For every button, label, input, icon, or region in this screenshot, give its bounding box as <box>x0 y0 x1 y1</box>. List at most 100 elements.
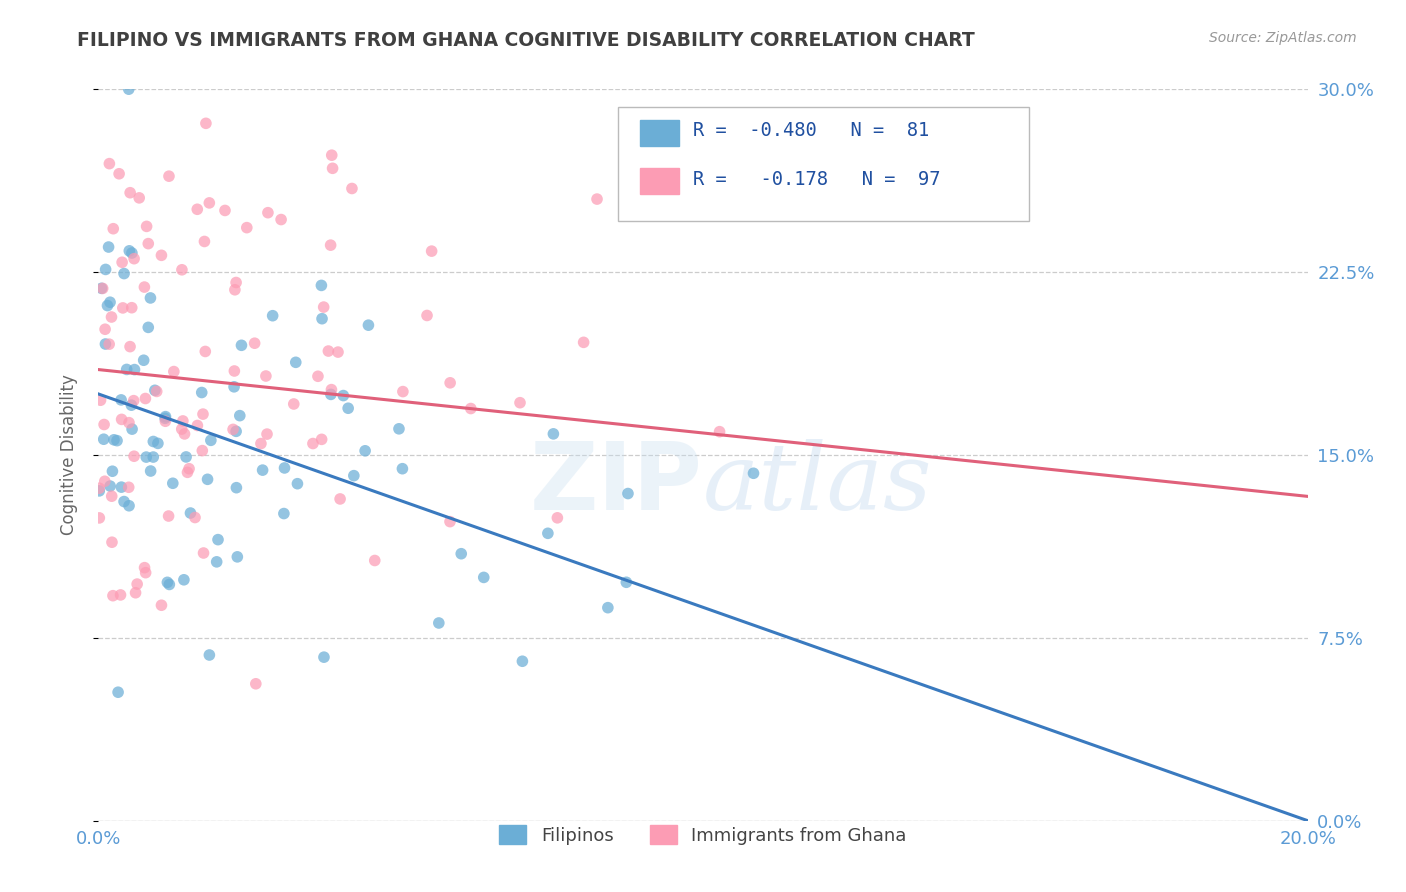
Immigrants from Ghana <box>122 252 145 266</box>
Immigrants from Ghana <box>245 677 267 691</box>
Filipinos <box>89 483 111 498</box>
Immigrants from Ghana <box>120 340 142 354</box>
Immigrants from Ghana <box>98 337 121 351</box>
Immigrants from Ghana <box>98 156 121 170</box>
Filipinos <box>226 549 249 564</box>
Immigrants from Ghana <box>460 401 482 416</box>
Filipinos <box>262 309 284 323</box>
Filipinos <box>207 533 229 547</box>
Immigrants from Ghana <box>392 384 415 399</box>
Immigrants from Ghana <box>186 418 208 433</box>
Immigrants from Ghana <box>198 195 221 210</box>
Filipinos <box>146 436 169 450</box>
Filipinos <box>93 432 115 446</box>
Immigrants from Ghana <box>100 489 122 503</box>
Immigrants from Ghana <box>89 511 111 525</box>
Filipinos <box>156 575 179 590</box>
Filipinos <box>142 450 165 464</box>
Immigrants from Ghana <box>191 443 214 458</box>
Filipinos <box>284 355 307 369</box>
Immigrants from Ghana <box>136 236 159 251</box>
Immigrants from Ghana <box>250 436 273 450</box>
Immigrants from Ghana <box>134 392 156 406</box>
Filipinos <box>225 425 247 439</box>
Filipinos <box>450 547 472 561</box>
Filipinos <box>231 338 253 352</box>
Filipinos <box>174 450 197 464</box>
Immigrants from Ghana <box>224 364 246 378</box>
Immigrants from Ghana <box>257 205 280 219</box>
Immigrants from Ghana <box>108 167 131 181</box>
Filipinos <box>157 577 180 591</box>
Immigrants from Ghana <box>318 344 340 359</box>
Immigrants from Ghana <box>709 425 731 439</box>
Immigrants from Ghana <box>194 116 217 130</box>
Immigrants from Ghana <box>118 480 141 494</box>
Immigrants from Ghana <box>145 384 167 399</box>
Filipinos <box>124 362 146 376</box>
Filipinos <box>332 388 354 402</box>
Filipinos <box>90 281 112 295</box>
Filipinos <box>312 650 335 665</box>
Immigrants from Ghana <box>586 192 609 206</box>
Immigrants from Ghana <box>321 148 343 162</box>
Immigrants from Ghana <box>254 369 277 384</box>
Immigrants from Ghana <box>184 510 207 524</box>
Filipinos <box>197 472 219 486</box>
Filipinos <box>98 295 121 310</box>
Filipinos <box>190 385 212 400</box>
Immigrants from Ghana <box>90 393 112 408</box>
Filipinos <box>142 434 165 449</box>
Filipinos <box>225 481 247 495</box>
Filipinos <box>273 461 295 475</box>
Bar <box>640 169 679 194</box>
FancyBboxPatch shape <box>619 108 1029 221</box>
Filipinos <box>252 463 274 477</box>
Immigrants from Ghana <box>135 566 157 580</box>
Filipinos <box>110 480 132 494</box>
Y-axis label: Cognitive Disability: Cognitive Disability <box>59 375 77 535</box>
Filipinos <box>427 615 450 630</box>
Filipinos <box>132 353 155 368</box>
Immigrants from Ghana <box>420 244 443 259</box>
Immigrants from Ghana <box>236 220 259 235</box>
Immigrants from Ghana <box>225 276 247 290</box>
Text: R =  -0.480   N =  81: R = -0.480 N = 81 <box>693 121 929 140</box>
Immigrants from Ghana <box>546 511 568 525</box>
Immigrants from Ghana <box>157 169 180 184</box>
Filipinos <box>162 476 184 491</box>
Immigrants from Ghana <box>311 433 333 447</box>
Immigrants from Ghana <box>110 588 132 602</box>
Immigrants from Ghana <box>150 248 173 262</box>
Filipinos <box>103 433 125 447</box>
Immigrants from Ghana <box>416 309 439 323</box>
Filipinos <box>287 476 309 491</box>
Filipinos <box>112 494 135 508</box>
Immigrants from Ghana <box>283 397 305 411</box>
Immigrants from Ghana <box>128 191 150 205</box>
Immigrants from Ghana <box>173 426 195 441</box>
Immigrants from Ghana <box>170 422 193 436</box>
Immigrants from Ghana <box>134 280 156 294</box>
Filipinos <box>391 461 413 475</box>
Immigrants from Ghana <box>321 383 343 397</box>
Filipinos <box>139 291 162 305</box>
Filipinos <box>354 443 377 458</box>
Immigrants from Ghana <box>118 416 141 430</box>
Filipinos <box>319 387 342 401</box>
Text: atlas: atlas <box>703 439 932 529</box>
Filipinos <box>94 337 117 351</box>
Filipinos <box>311 311 333 326</box>
Immigrants from Ghana <box>194 344 217 359</box>
Filipinos <box>118 82 141 96</box>
Immigrants from Ghana <box>191 407 214 421</box>
Filipinos <box>357 318 380 333</box>
Filipinos <box>136 320 159 334</box>
Filipinos <box>311 278 333 293</box>
Immigrants from Ghana <box>307 369 329 384</box>
Text: ZIP: ZIP <box>530 438 703 530</box>
Filipinos <box>101 464 124 478</box>
Filipinos <box>229 409 252 423</box>
Filipinos <box>107 685 129 699</box>
Filipinos <box>118 499 141 513</box>
